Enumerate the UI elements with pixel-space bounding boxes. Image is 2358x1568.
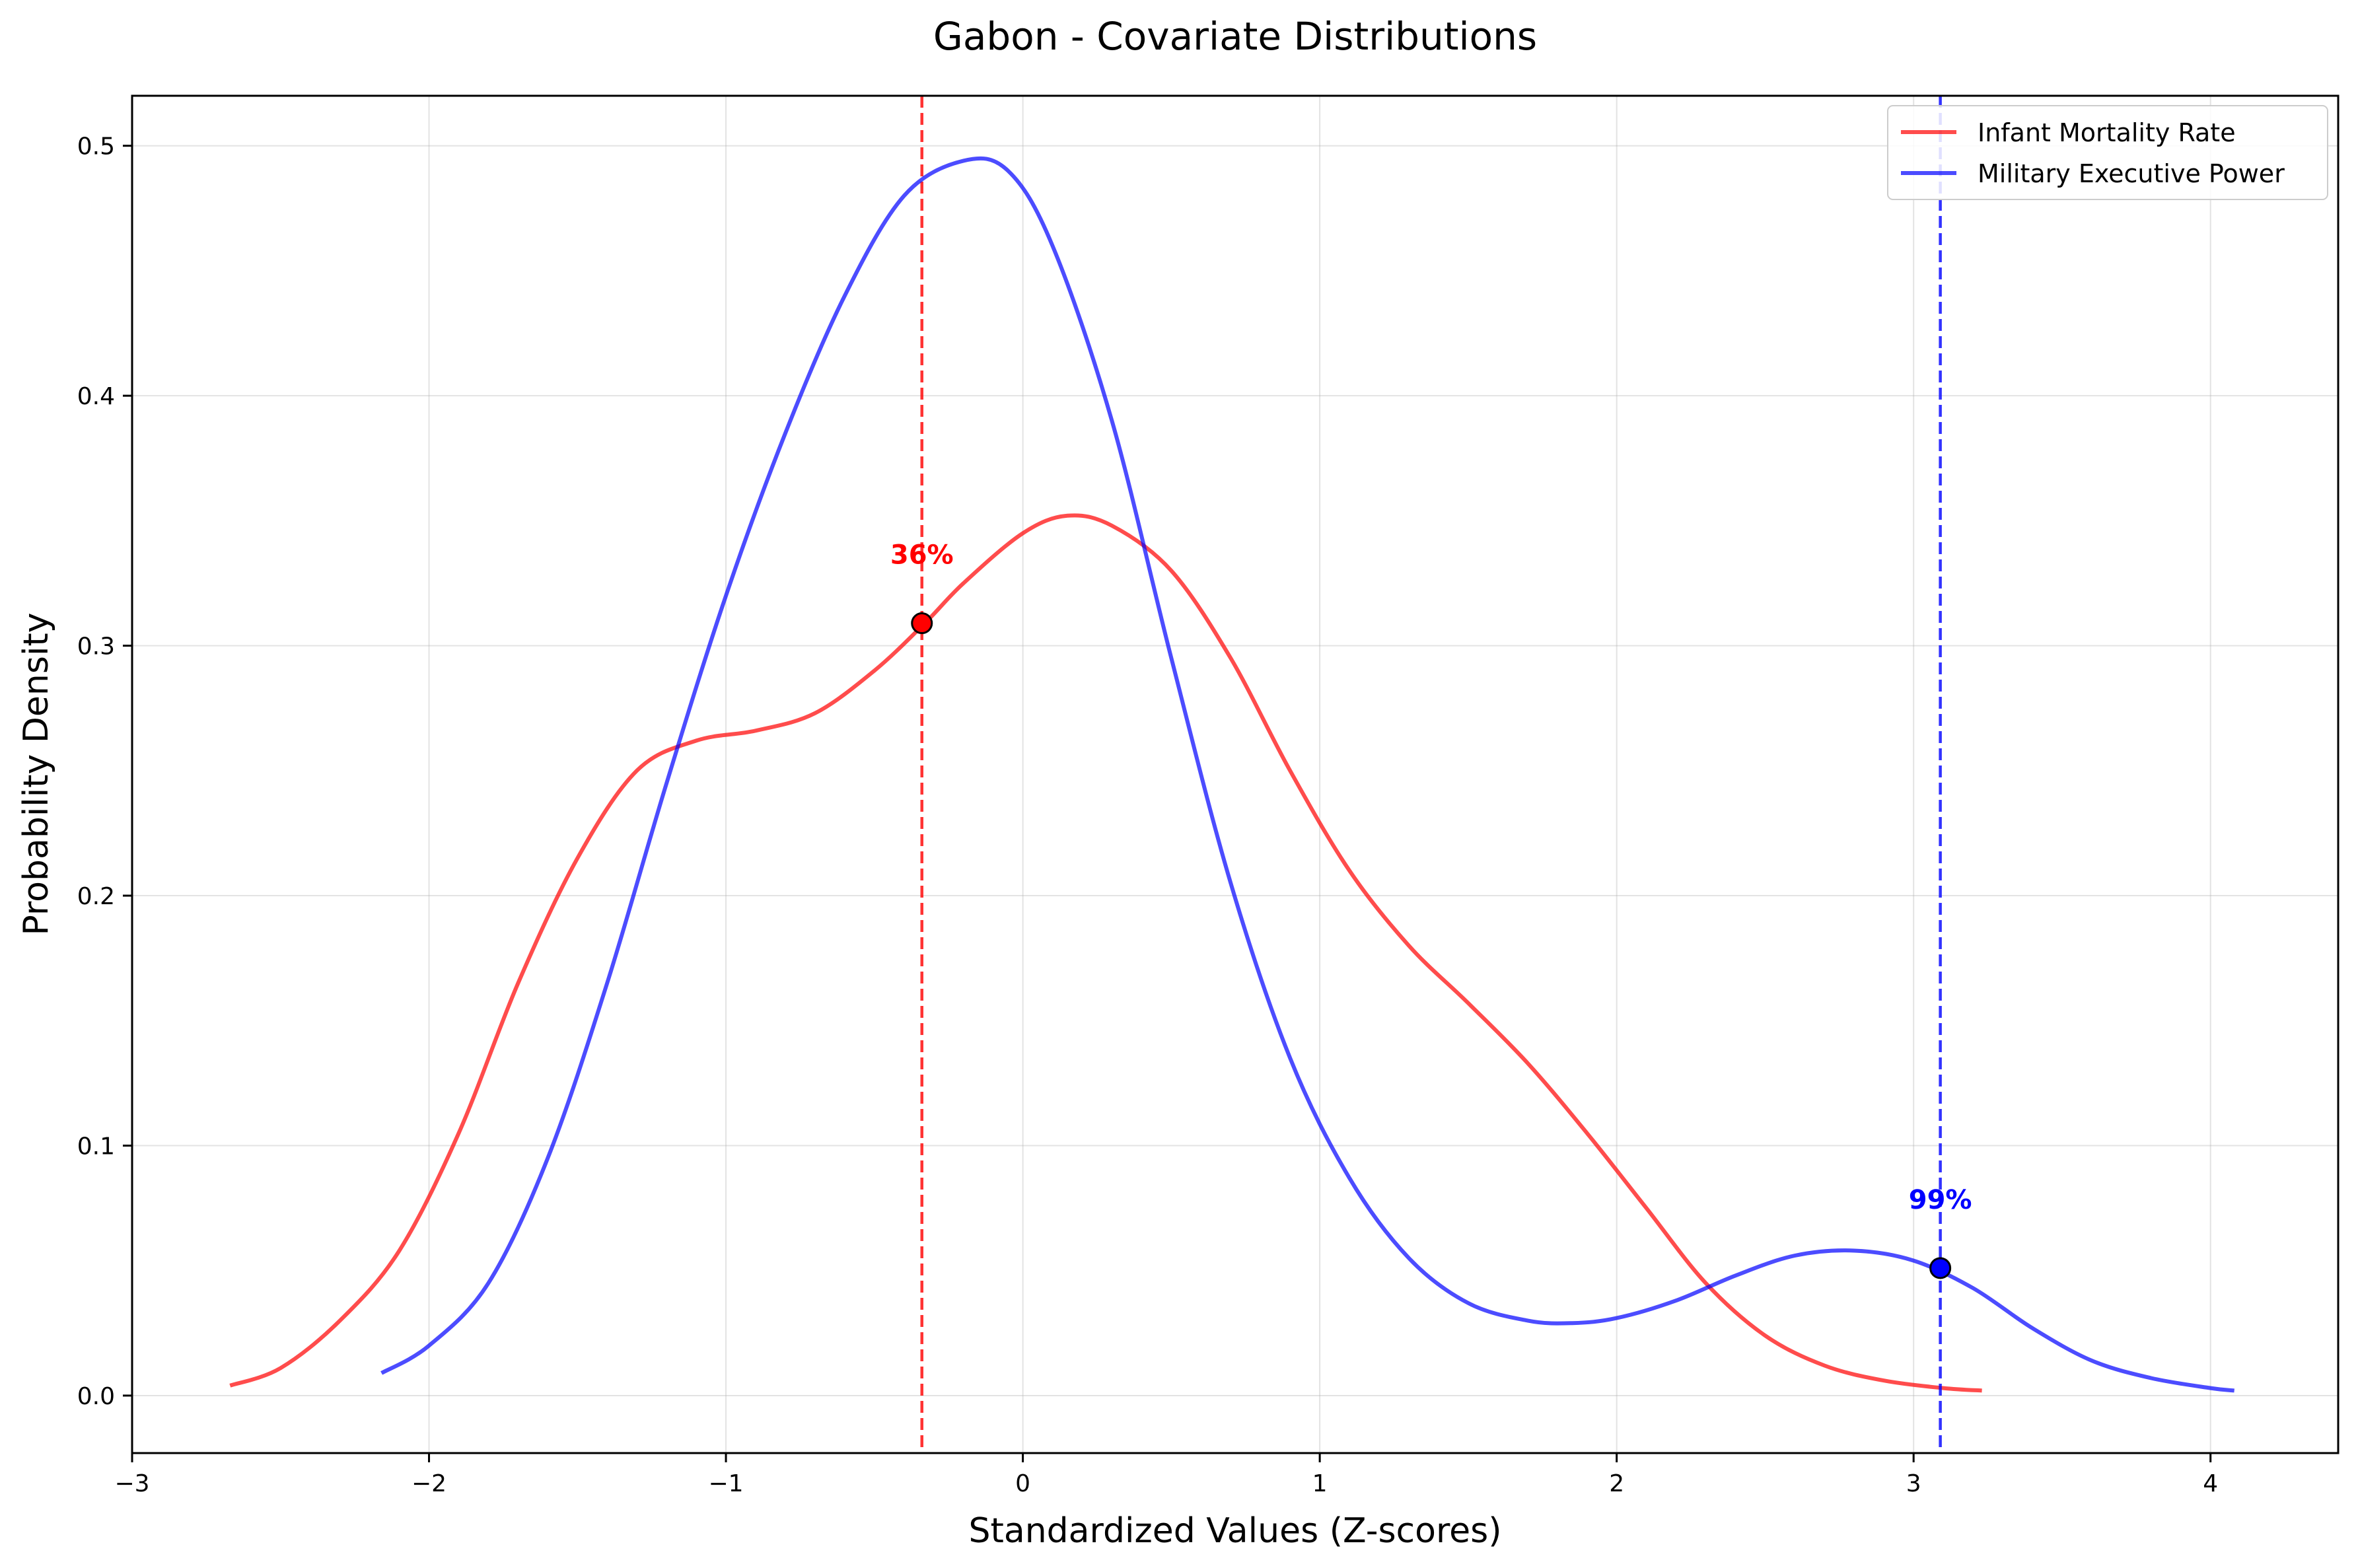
x-tick-label: 4 (2203, 1470, 2218, 1497)
country-value-point-military-power (1929, 1257, 1952, 1279)
density-curve-infant-mortality (229, 513, 1982, 1393)
country-value-point-infant-mortality (911, 612, 933, 635)
x-tick-label: −1 (709, 1470, 744, 1497)
legend-label-military-power: Military Executive Power (1978, 159, 2285, 188)
percentile-label-military-power: 99% (1909, 1185, 1972, 1215)
y-tick-label: 0.3 (77, 633, 115, 660)
series-layer: 36% 99% (229, 96, 2234, 1453)
y-tick-label: 0.5 (77, 133, 115, 160)
ticks: −3 −2 −1 0 1 2 3 4 0.0 0.1 0.2 0.3 0.4 0.5 (77, 133, 2218, 1497)
y-tick-label: 0.1 (77, 1133, 115, 1160)
x-tick-label: 2 (1609, 1470, 1624, 1497)
density-curve-military-power (380, 156, 2234, 1393)
x-axis-label: Standardized Values (Z-scores) (968, 1511, 1501, 1551)
percentile-label-infant-mortality: 36% (890, 540, 954, 571)
chart-title: Gabon - Covariate Distributions (933, 14, 1537, 59)
x-tick-label: 0 (1015, 1470, 1030, 1497)
plot-frame (131, 94, 2340, 1454)
y-tick-label: 0.2 (77, 883, 115, 910)
y-tick-label: 0.4 (77, 383, 115, 410)
x-tick-label: 3 (1906, 1470, 1921, 1497)
y-tick-label: 0.0 (77, 1383, 115, 1410)
legend-label-infant-mortality: Infant Mortality Rate (1978, 118, 2236, 147)
x-tick-label: 1 (1312, 1470, 1328, 1497)
x-tick-label: −2 (411, 1470, 447, 1497)
y-axis-label: Probability Density (17, 612, 56, 935)
legend-frame (1887, 105, 2328, 200)
x-tick-label: −3 (114, 1470, 149, 1497)
legend: Infant Mortality Rate Military Executive… (1887, 105, 2328, 200)
